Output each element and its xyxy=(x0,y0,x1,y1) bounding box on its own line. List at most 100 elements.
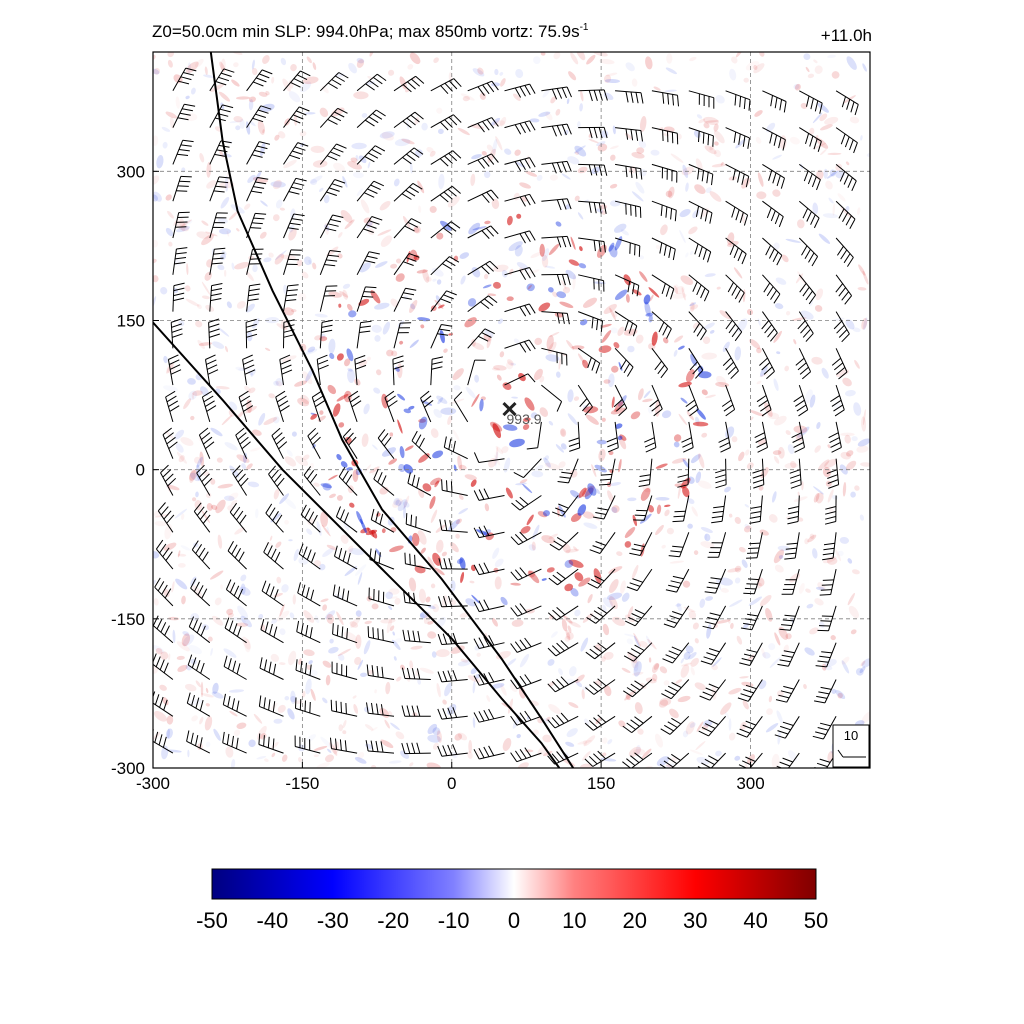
wind-barb xyxy=(762,90,787,113)
wind-barb-feather xyxy=(275,390,286,398)
wind-barb-feather xyxy=(369,80,379,88)
wind-barb xyxy=(153,653,174,680)
wind-barb-feather xyxy=(299,106,310,112)
vorticity-cell xyxy=(558,358,561,370)
wind-barb-feather xyxy=(620,359,627,370)
wind-barb-feather xyxy=(415,516,417,528)
wind-barb-feather xyxy=(273,473,282,483)
vorticity-cell xyxy=(356,188,363,197)
vorticity-cell xyxy=(679,209,691,218)
wind-barb-shaft xyxy=(441,642,468,645)
vorticity-cell xyxy=(846,450,854,457)
vorticity-cell xyxy=(797,491,800,497)
wind-barb-feather xyxy=(625,166,628,178)
wind-barb-feather xyxy=(156,618,163,630)
vorticity-cell xyxy=(689,722,696,728)
wind-barb xyxy=(332,584,358,607)
wind-barb-feather xyxy=(698,730,709,737)
wind-barb-feather xyxy=(406,667,411,679)
vorticity-cell xyxy=(211,691,224,699)
wind-barb-shaft xyxy=(615,90,642,94)
vorticity-cell xyxy=(819,113,828,122)
wind-barb xyxy=(311,390,325,423)
vorticity-cell xyxy=(492,547,500,559)
wind-barb-feather xyxy=(163,699,168,711)
wind-barb xyxy=(157,502,175,533)
wind-barb-feather xyxy=(443,558,448,570)
vorticity-cell xyxy=(691,506,698,517)
wind-barb-feather xyxy=(376,665,379,678)
vorticity-cell xyxy=(720,587,729,593)
wind-barb-shaft xyxy=(676,568,690,593)
vorticity-cell xyxy=(651,331,658,346)
wind-barb xyxy=(541,235,572,248)
wind-barb-feather xyxy=(790,484,802,489)
wind-barb-feather xyxy=(291,218,303,221)
vorticity-cell xyxy=(164,430,174,440)
vorticity-cell xyxy=(764,402,773,417)
wind-barb-feather xyxy=(585,687,595,695)
wind-barb-feather xyxy=(327,118,338,125)
vorticity-cell xyxy=(525,171,538,177)
vorticity-cell xyxy=(511,619,524,627)
wind-barb-shaft xyxy=(762,127,786,141)
wind-barb-shaft xyxy=(798,421,805,448)
wind-barb xyxy=(762,274,781,304)
wind-barb-feather xyxy=(392,355,404,360)
vorticity-cell xyxy=(735,138,746,149)
wind-barb xyxy=(681,421,694,453)
wind-barb-feather xyxy=(363,228,374,233)
vorticity-cell xyxy=(543,457,551,468)
wind-barb-feather xyxy=(420,390,430,399)
vorticity-cell xyxy=(538,111,551,117)
vorticity-cell xyxy=(815,492,824,504)
vorticity-cell xyxy=(775,277,787,285)
vorticity-cell xyxy=(827,152,842,156)
wind-barb-shaft xyxy=(393,111,416,129)
wind-barb-feather xyxy=(561,199,567,210)
wind-barb-shaft xyxy=(578,274,604,282)
vorticity-cell xyxy=(734,577,741,584)
wind-barb-feather xyxy=(269,586,275,597)
vorticity-cell xyxy=(416,269,428,274)
wind-barb xyxy=(721,384,736,417)
wind-barb-feather xyxy=(597,606,608,614)
wind-barb-feather xyxy=(305,587,310,599)
wind-barb-feather xyxy=(270,548,277,559)
vorticity-cell xyxy=(212,341,225,349)
wind-barb-feather xyxy=(216,149,228,153)
wind-barb-feather xyxy=(725,361,734,371)
wind-barb-shaft xyxy=(467,328,486,349)
vorticity-cell xyxy=(653,86,661,91)
wind-barb-shaft xyxy=(368,674,395,680)
wind-barb-feather xyxy=(630,755,640,763)
vorticity-cell xyxy=(609,183,618,189)
vorticity-cell xyxy=(535,465,544,471)
wind-barb-shaft xyxy=(227,550,247,570)
wind-barb-feather xyxy=(409,186,419,194)
wind-barb xyxy=(172,139,194,165)
wind-barb-feather xyxy=(670,208,673,220)
wind-barb-feather xyxy=(254,149,266,154)
wind-barb-feather xyxy=(749,520,761,524)
wind-barb xyxy=(205,354,219,386)
wind-barb-shaft xyxy=(541,198,568,202)
wind-barb-feather xyxy=(826,469,838,474)
vorticity-cell xyxy=(329,352,335,360)
wind-barb xyxy=(587,568,616,589)
wind-barb xyxy=(754,421,768,453)
wind-barb xyxy=(623,679,653,698)
wind-barb-feather xyxy=(660,368,668,379)
wind-barb-feather xyxy=(365,286,377,289)
wind-barb-feather xyxy=(827,479,839,484)
vorticity-cell xyxy=(210,647,213,656)
wind-barb-feather xyxy=(731,206,736,218)
wind-barb-feather xyxy=(700,287,706,299)
wind-barb-shaft xyxy=(430,114,454,129)
wind-barb-feather xyxy=(639,479,651,482)
wind-barb-feather xyxy=(196,622,202,634)
vorticity-cell xyxy=(733,267,743,279)
vorticity-cell xyxy=(682,730,689,738)
wind-barb xyxy=(651,127,679,145)
vorticity-cell xyxy=(493,264,509,272)
